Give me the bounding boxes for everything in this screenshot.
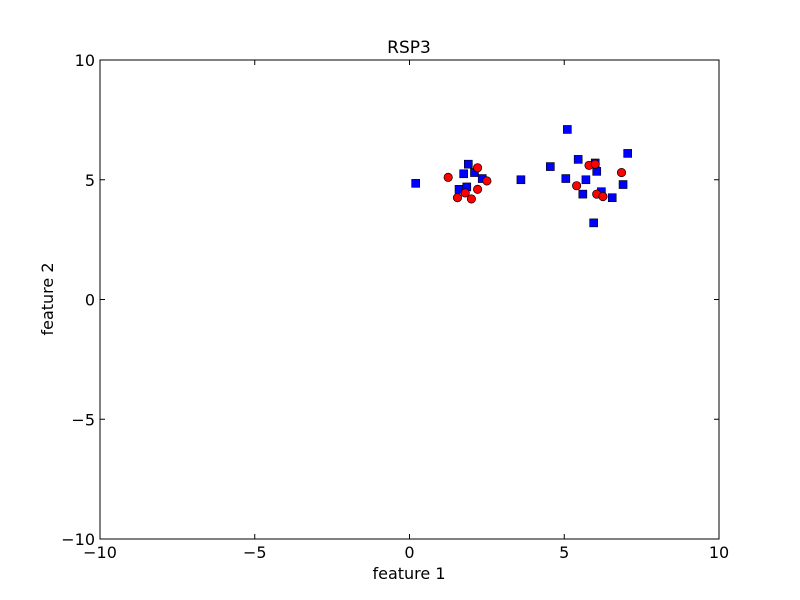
circle-point bbox=[590, 159, 600, 169]
square-point bbox=[592, 167, 602, 176]
y-tick-label: 0 bbox=[85, 291, 95, 310]
square-point bbox=[563, 125, 572, 134]
x-tick-label: 5 bbox=[559, 543, 569, 562]
square-point bbox=[546, 162, 555, 171]
square-point bbox=[589, 218, 598, 228]
circle-point bbox=[473, 184, 483, 194]
square-point bbox=[464, 159, 473, 169]
x-tick-label: −5 bbox=[243, 543, 267, 562]
y-axis-label: feature 2 bbox=[38, 262, 57, 335]
x-tick-label: 10 bbox=[709, 543, 729, 562]
circle-point bbox=[572, 181, 582, 191]
circle-point bbox=[452, 193, 463, 203]
circle-point bbox=[460, 188, 470, 198]
circle-point bbox=[473, 163, 483, 173]
x-axis-label: feature 1 bbox=[372, 564, 445, 583]
y-tick-label: −5 bbox=[71, 410, 95, 429]
circle-point bbox=[466, 194, 476, 204]
circle-point bbox=[443, 172, 453, 182]
square-point bbox=[578, 189, 588, 199]
square-point bbox=[623, 149, 632, 158]
square-point bbox=[581, 175, 591, 185]
circle-point bbox=[482, 176, 492, 186]
circle-point bbox=[616, 168, 627, 178]
square-point bbox=[411, 179, 420, 188]
square-point bbox=[573, 155, 583, 164]
data-points bbox=[411, 125, 632, 228]
y-tick-label: 10 bbox=[75, 51, 95, 70]
circle-point bbox=[598, 191, 608, 202]
chart-title: RSP3 bbox=[387, 38, 431, 58]
square-point bbox=[561, 174, 571, 183]
axis-ticks: −10 −5 0 5 10 −10 −5 0 5 10 bbox=[61, 51, 729, 562]
y-tick-label: 5 bbox=[85, 171, 95, 190]
x-tick-label: −10 bbox=[83, 543, 117, 562]
square-point bbox=[459, 169, 468, 179]
plot-area bbox=[99, 59, 720, 540]
square-point bbox=[607, 193, 617, 203]
y-tick-label: −10 bbox=[61, 530, 95, 549]
x-tick-label: 0 bbox=[404, 543, 414, 562]
square-point bbox=[618, 180, 628, 189]
axes-frame bbox=[99, 59, 720, 540]
square-point bbox=[516, 175, 526, 185]
